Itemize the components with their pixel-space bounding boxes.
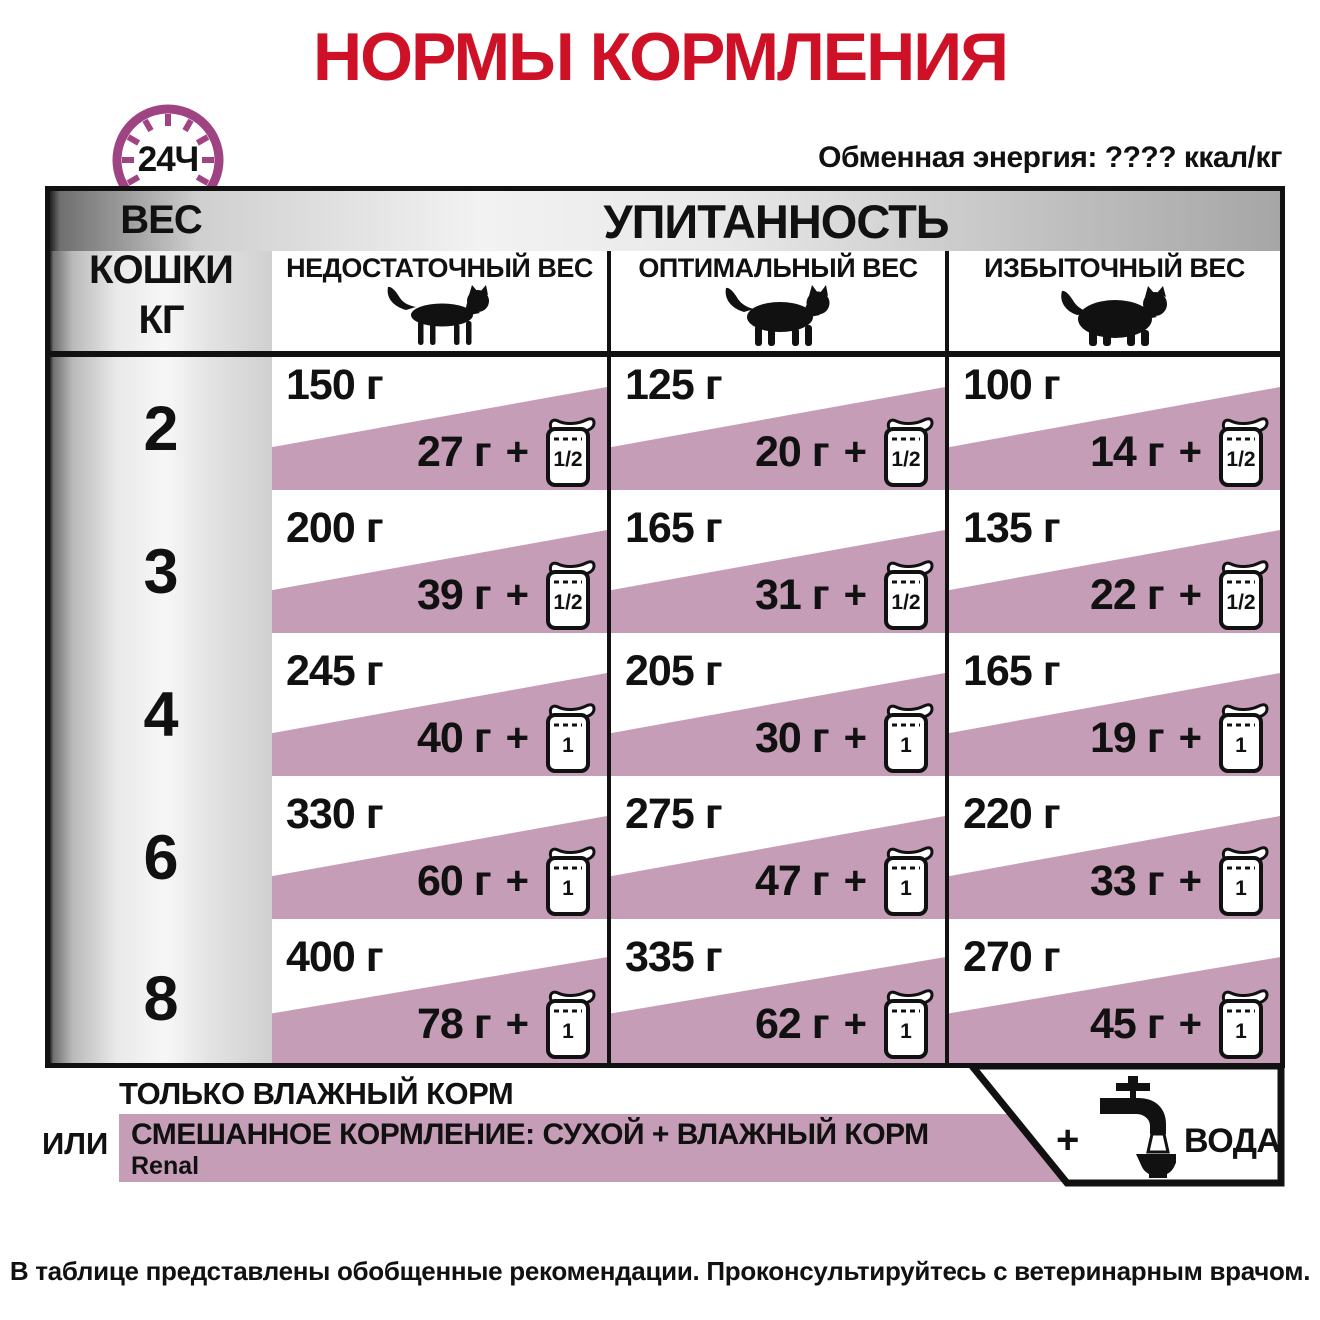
column-divider-1 [607,251,611,1063]
mixed-feeding-band: СМЕШАННОЕ КОРМЛЕНИЕ: СУХОЙ + ВЛАЖНЫЙ КОР… [119,1114,1066,1182]
cell-2kg-optimal: 125 г 20 г + 1/2 [611,357,945,500]
wet-only-label: ТОЛЬКО ВЛАЖНЫЙ КОРМ [119,1076,514,1111]
mixed-amount: 47 г + 1 [755,842,934,920]
cell-6kg-optimal: 275 г 47 г + 1 [611,786,945,929]
cell-4kg-optimal: 205 г 30 г + 1 [611,643,945,786]
cell-8kg-overweight: 270 г 45 г + 1 [949,929,1280,1063]
normal-cat-icon [611,285,945,347]
cell-6kg-overweight: 220 г 33 г + 1 [949,786,1280,929]
pouch-icon: 1 [882,844,934,918]
cell-8kg-optimal: 335 г 62 г + 1 [611,929,945,1063]
dry-amount: 330 г [286,790,384,838]
column-divider-2 [945,251,949,1063]
header-rule [50,351,1280,357]
thin-cat-icon [272,285,607,347]
column-header-optimal: ОПТИМАЛЬНЫЙ ВЕС [638,253,918,283]
weight-8kg: 8 [143,964,179,1034]
energy-note: Обменная энергия: ???? ккал/кг [818,141,1282,174]
pouch-icon: 1/2 [882,415,934,489]
mixed-amount: 45 г + 1 [1090,985,1269,1063]
page-title: НОРМЫ КОРМЛЕНИЯ [313,19,1009,95]
dry-amount: 125 г [625,361,723,409]
product-name: Renal [131,1152,200,1180]
mixed-amount: 60 г + 1 [417,842,596,920]
mixed-amount: 39 г + 1/2 [417,556,596,634]
dry-amount: 200 г [286,504,384,552]
column-header-overweight: ИЗБЫТОЧНЫЙ ВЕС [984,253,1245,283]
cell-6kg-underweight: 330 г 60 г + 1 [272,786,607,929]
weight-4kg: 4 [143,680,179,750]
weight-header-line2: КОШКИ [89,248,234,292]
mixed-amount: 19 г + 1 [1090,699,1269,777]
cell-2kg-overweight: 100 г 14 г + 1/2 [949,357,1280,500]
weight-header-line3: КГ [138,298,184,342]
mixed-amount: 20 г + 1/2 [755,413,934,491]
pouch-icon: 1/2 [882,558,934,632]
weight-3kg: 3 [143,537,179,607]
dry-amount: 165 г [625,504,723,552]
pouch-icon: 1/2 [544,558,596,632]
pouch-icon: 1 [1217,987,1269,1061]
feeding-table: УПИТАННОСТЬ ВЕС КОШКИ КГ НЕДОСТАТОЧНЫЙ В… [45,186,1285,1068]
pouch-icon: 1 [544,701,596,775]
pouch-icon: 1 [1217,844,1269,918]
dry-amount: 220 г [963,790,1061,838]
or-label: ИЛИ [42,1126,109,1161]
mixed-amount: 27 г + 1/2 [417,413,596,491]
clock-label: 24Ч [137,140,200,179]
pouch-icon: 1/2 [544,415,596,489]
mixed-amount: 33 г + 1 [1090,842,1269,920]
dry-amount: 135 г [963,504,1061,552]
mixed-amount: 78 г + 1 [417,985,596,1063]
cell-4kg-overweight: 165 г 19 г + 1 [949,643,1280,786]
cell-4kg-underweight: 245 г 40 г + 1 [272,643,607,786]
cell-2kg-underweight: 150 г 27 г + 1/2 [272,357,607,500]
dry-amount: 335 г [625,933,723,981]
pouch-icon: 1 [882,701,934,775]
dry-amount: 165 г [963,647,1061,695]
cell-8kg-underweight: 400 г 78 г + 1 [272,929,607,1063]
condition-header-band [50,191,1280,251]
dry-amount: 150 г [286,361,384,409]
dry-amount: 100 г [963,361,1061,409]
disclaimer-text: В таблице представлены обобщенные рекоме… [9,1256,1311,1286]
weight-2kg: 2 [143,394,179,464]
dry-amount: 275 г [625,790,723,838]
mixed-feeding-label: СМЕШАННОЕ КОРМЛЕНИЕ: СУХОЙ + ВЛАЖНЫЙ КОР… [131,1118,929,1151]
mixed-amount: 22 г + 1/2 [1090,556,1269,634]
pouch-icon: 1 [882,987,934,1061]
dry-amount: 270 г [963,933,1061,981]
weight-header-line1: ВЕС [120,198,202,242]
weight-6kg: 6 [143,823,179,893]
dry-amount: 400 г [286,933,384,981]
faucet-and-bowl-icon [1100,1076,1176,1178]
pouch-icon: 1 [544,844,596,918]
dry-amount: 245 г [286,647,384,695]
cell-3kg-overweight: 135 г 22 г + 1/2 [949,500,1280,643]
mixed-amount: 30 г + 1 [755,699,934,777]
column-header-underweight: НЕДОСТАТОЧНЫЙ ВЕС [286,253,593,283]
water-label: ВОДА [1184,1122,1281,1160]
dry-amount: 205 г [625,647,723,695]
fat-cat-icon [949,285,1280,347]
pouch-icon: 1/2 [1217,558,1269,632]
mixed-amount: 62 г + 1 [755,985,934,1063]
pouch-icon: 1 [544,987,596,1061]
pouch-icon: 1/2 [1217,415,1269,489]
mixed-amount: 14 г + 1/2 [1090,413,1269,491]
mixed-amount: 40 г + 1 [417,699,596,777]
cell-3kg-optimal: 165 г 31 г + 1/2 [611,500,945,643]
water-plus-sign: + [1056,1118,1080,1162]
pouch-icon: 1 [1217,701,1269,775]
mixed-amount: 31 г + 1/2 [755,556,934,634]
condition-header: УПИТАННОСТЬ [603,195,949,248]
weight-column-background [50,191,272,1063]
cell-3kg-underweight: 200 г 39 г + 1/2 [272,500,607,643]
